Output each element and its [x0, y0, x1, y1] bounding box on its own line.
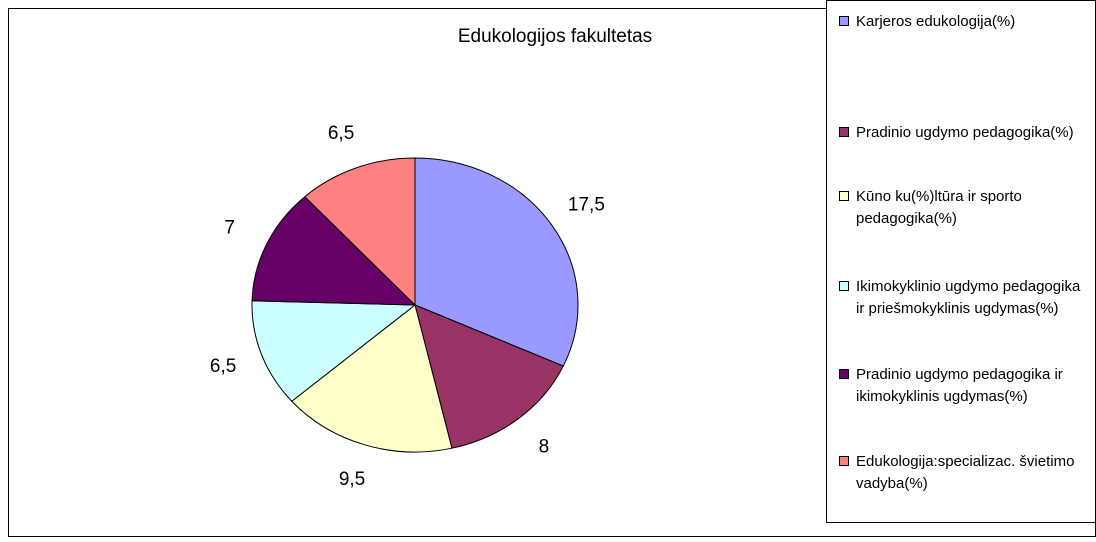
- legend-box: [826, 0, 1096, 523]
- data-label: 7: [224, 218, 235, 239]
- data-label: 6,5: [210, 356, 236, 377]
- legend-entry: Edukologija:specializac. švietimo vadyba…: [836, 451, 1088, 495]
- legend-label: Edukologija:specializac. švietimo vadyba…: [856, 453, 1075, 492]
- legend-label: Kūno ku(%)ltūra ir sporto pedagogika(%): [856, 188, 1022, 227]
- legend-label: Pradinio ugdymo pedagogika(%): [856, 124, 1074, 141]
- pie-slice: [414, 304, 564, 449]
- legend-label: Karjeros edukologija(%): [856, 13, 1016, 30]
- data-label: 9,5: [339, 469, 365, 490]
- pie-slice: [414, 157, 579, 367]
- legend-entry: Pradinio ugdymo pedagogika ir ikimokykli…: [836, 364, 1088, 408]
- legend-swatch: [839, 281, 849, 291]
- pie-slice: [251, 300, 417, 402]
- pie-slice: [291, 304, 453, 453]
- legend-entry: Ikimokyklinio ugdymo pedagogika ir prieš…: [836, 276, 1088, 320]
- legend-swatch: [839, 369, 849, 379]
- legend-label: Ikimokyklinio ugdymo pedagogika ir prieš…: [856, 278, 1081, 317]
- legend-entry: Karjeros edukologija(%): [836, 11, 1088, 33]
- pie-slice: [251, 196, 417, 306]
- data-label: 17,5: [568, 195, 605, 216]
- legend-swatch: [839, 16, 849, 26]
- pie-slice: [304, 157, 416, 307]
- legend-swatch: [839, 127, 849, 137]
- legend-swatch: [839, 456, 849, 466]
- data-label: 8: [539, 436, 550, 457]
- chart-title: Edukologijos fakultetas: [458, 26, 652, 47]
- legend-entry: Pradinio ugdymo pedagogika(%): [836, 122, 1088, 144]
- legend-entry: Kūno ku(%)ltūra ir sporto pedagogika(%): [836, 186, 1088, 230]
- legend-swatch: [839, 191, 849, 201]
- data-label: 6,5: [328, 123, 354, 144]
- legend-label: Pradinio ugdymo pedagogika ir ikimokykli…: [856, 366, 1063, 405]
